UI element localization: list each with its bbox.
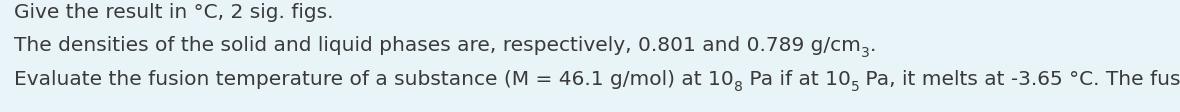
Text: .: .	[870, 36, 876, 55]
Text: Give the result in °C, 2 sig. figs.: Give the result in °C, 2 sig. figs.	[14, 3, 334, 22]
Text: Evaluate the fusion temperature of a substance (M = 46.1 g/mol) at 10: Evaluate the fusion temperature of a sub…	[14, 69, 734, 88]
Text: 3: 3	[861, 46, 870, 59]
Text: 5: 5	[851, 79, 859, 93]
Text: Pa if at 10: Pa if at 10	[742, 69, 851, 88]
Text: Pa, it melts at -3.65 °C. The fusion enthalpy is 8.68 kJ/mol.: Pa, it melts at -3.65 °C. The fusion ent…	[859, 69, 1180, 88]
Text: 8: 8	[734, 79, 742, 93]
Text: The densities of the solid and liquid phases are, respectively, 0.801 and 0.789 : The densities of the solid and liquid ph…	[14, 36, 861, 55]
